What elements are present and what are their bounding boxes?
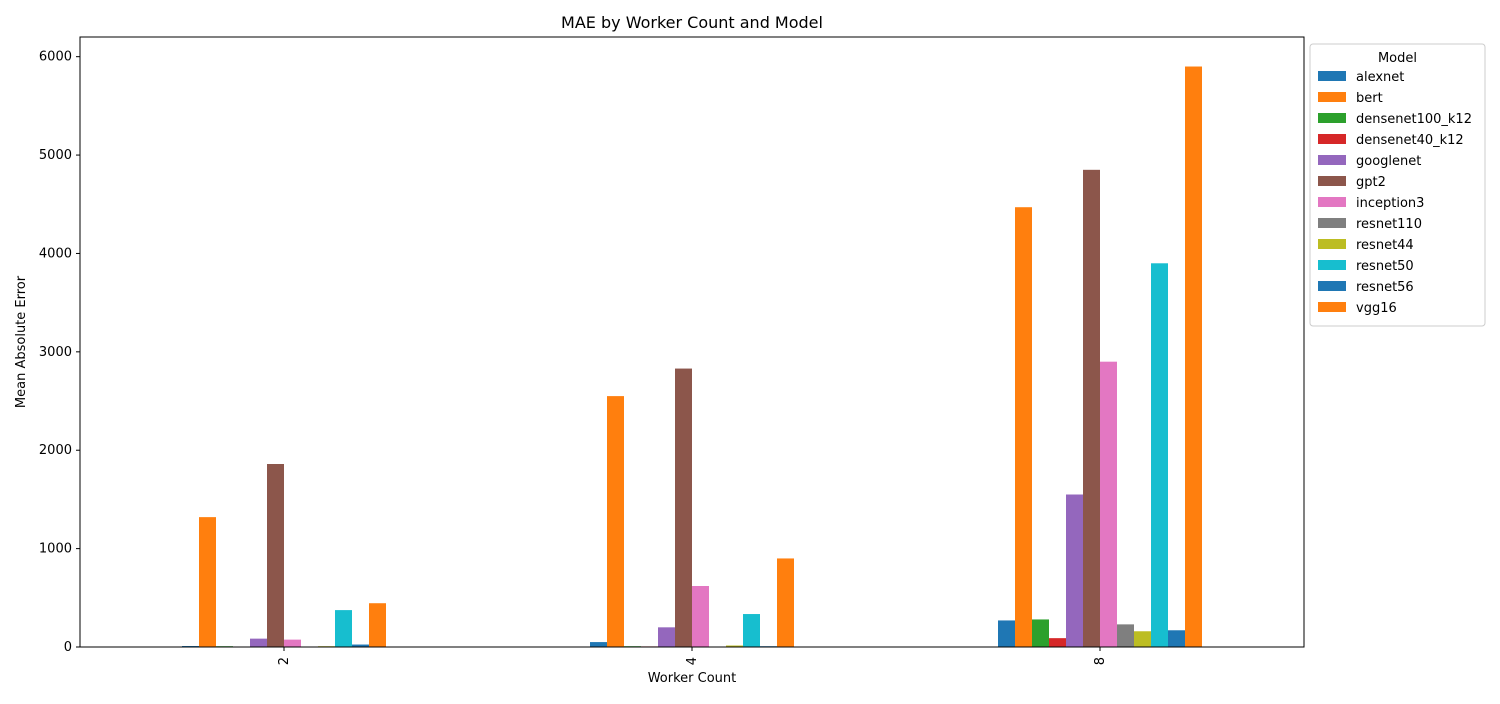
y-tick-label: 2000: [39, 443, 72, 458]
legend-swatch-resnet110: [1318, 218, 1346, 228]
bar-densenet40_k12-8: [1049, 638, 1066, 647]
legend-title: Model: [1378, 51, 1417, 66]
y-tick-label: 0: [64, 640, 72, 655]
bar-resnet50-8: [1151, 263, 1168, 647]
bar-gpt2-8: [1083, 170, 1100, 647]
bar-vgg16-8: [1185, 67, 1202, 647]
bar-inception3-2: [284, 640, 301, 647]
bar-googlenet-2: [250, 639, 267, 647]
legend-label-resnet50: resnet50: [1356, 259, 1414, 274]
legend-swatch-densenet100_k12: [1318, 113, 1346, 123]
bar-bert-2: [199, 517, 216, 647]
legend-swatch-bert: [1318, 92, 1346, 102]
legend-swatch-googlenet: [1318, 155, 1346, 165]
bar-bert-4: [607, 396, 624, 647]
x-tick-label: 2: [277, 657, 292, 665]
legend-label-alexnet: alexnet: [1356, 70, 1404, 85]
chart-title: MAE by Worker Count and Model: [561, 13, 823, 32]
y-tick-label: 5000: [39, 148, 72, 163]
bar-bert-8: [1015, 207, 1032, 647]
bar-googlenet-4: [658, 627, 675, 647]
y-tick-label: 1000: [39, 542, 72, 557]
bar-inception3-4: [692, 586, 709, 647]
legend-label-resnet56: resnet56: [1356, 280, 1414, 295]
y-tick-label: 4000: [39, 246, 72, 261]
legend-swatch-resnet50: [1318, 260, 1346, 270]
legend-label-resnet110: resnet110: [1356, 217, 1422, 232]
legend-label-vgg16: vgg16: [1356, 301, 1397, 316]
legend-label-googlenet: googlenet: [1356, 154, 1421, 169]
legend-swatch-resnet56: [1318, 281, 1346, 291]
legend-swatch-densenet40_k12: [1318, 134, 1346, 144]
legend-swatch-inception3: [1318, 197, 1346, 207]
y-axis-label: Mean Absolute Error: [14, 275, 29, 408]
legend-label-densenet100_k12: densenet100_k12: [1356, 112, 1472, 127]
bar-alexnet-8: [998, 620, 1015, 647]
bar-gpt2-4: [675, 369, 692, 647]
legend-label-densenet40_k12: densenet40_k12: [1356, 133, 1464, 148]
legend-swatch-resnet44: [1318, 239, 1346, 249]
bar-resnet50-2: [335, 610, 352, 647]
legend-swatch-vgg16: [1318, 302, 1346, 312]
bar-inception3-8: [1100, 362, 1117, 647]
bar-resnet110-8: [1117, 624, 1134, 647]
legend-swatch-alexnet: [1318, 71, 1346, 81]
x-tick-label: 4: [685, 657, 700, 665]
x-axis-label: Worker Count: [648, 671, 737, 686]
bar-gpt2-2: [267, 464, 284, 647]
legend-label-bert: bert: [1356, 91, 1383, 106]
bar-resnet44-8: [1134, 631, 1151, 647]
bar-resnet56-8: [1168, 630, 1185, 647]
x-tick-label: 8: [1093, 657, 1108, 665]
plot-area: 0 1000 2000 3000 4000 5000 6000 2 4 8: [39, 37, 1304, 665]
bar-vgg16-2: [369, 603, 386, 647]
bar-googlenet-8: [1066, 495, 1083, 648]
legend-label-resnet44: resnet44: [1356, 238, 1414, 253]
legend-label-inception3: inception3: [1356, 196, 1424, 211]
y-tick-label: 3000: [39, 345, 72, 360]
bar-resnet50-4: [743, 614, 760, 647]
bar-densenet100_k12-8: [1032, 619, 1049, 647]
bar-vgg16-4: [777, 558, 794, 647]
bar-alexnet-4: [590, 642, 607, 647]
legend: Model alexnet bert densenet100_k12 densenet4…: [1310, 44, 1485, 326]
legend-label-gpt2: gpt2: [1356, 175, 1386, 190]
y-tick-label: 6000: [39, 50, 72, 65]
legend-swatch-gpt2: [1318, 176, 1346, 186]
